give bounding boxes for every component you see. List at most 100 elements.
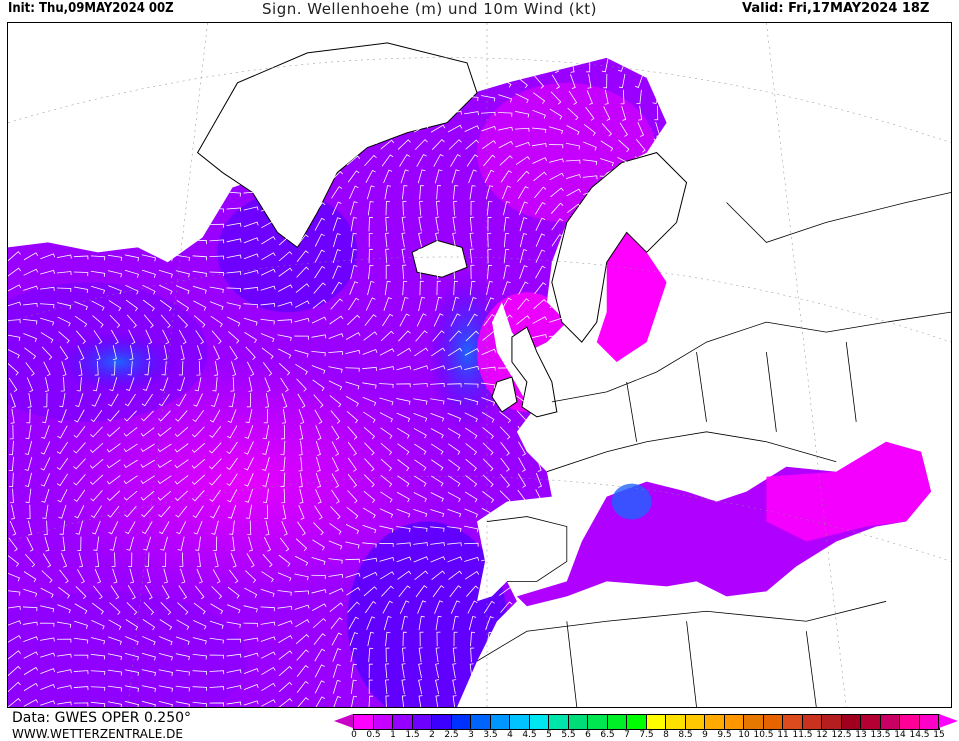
wind-barb: [174, 426, 189, 437]
wind-barb: [129, 345, 134, 360]
wind-barb: [402, 647, 406, 663]
legend-swatch: [646, 715, 666, 729]
wind-barb: [498, 381, 513, 390]
wind-barb: [620, 89, 625, 105]
wind-barb: [396, 526, 411, 533]
wind-barb: [295, 283, 310, 293]
wind-barb: [209, 637, 224, 644]
wind-barb: [226, 669, 242, 674]
wind-barb: [43, 520, 48, 536]
wind-barb: [345, 367, 360, 372]
wind-barb: [180, 568, 186, 584]
wind-barb: [159, 299, 172, 312]
wind-barb: [531, 333, 547, 339]
wind-barb: [95, 345, 101, 361]
wind-barb: [158, 685, 173, 692]
wind-barb: [397, 139, 411, 150]
legend-swatch: [490, 715, 510, 729]
wind-barb: [23, 333, 37, 343]
wind-barb: [452, 185, 459, 200]
wind-barb: [160, 314, 171, 328]
wind-barb: [73, 286, 89, 293]
wind-barb: [245, 346, 256, 360]
wind-barb: [277, 572, 292, 582]
wind-barb: [161, 585, 170, 600]
wind-barb: [56, 669, 72, 674]
wind-barb: [413, 542, 428, 547]
wind-barb: [209, 474, 222, 486]
wind-barb: [363, 490, 376, 504]
wind-barb: [298, 409, 305, 424]
wind-barb: [383, 616, 392, 631]
wind-barb: [108, 521, 119, 535]
wind-barb: [75, 330, 86, 344]
wind-barb: [123, 475, 138, 485]
wind-barb: [297, 393, 306, 409]
wind-barb: [464, 348, 480, 356]
wind-barb: [107, 669, 123, 676]
wind-barb: [112, 345, 117, 361]
wind-barb: [347, 490, 358, 504]
wind-barb: [402, 631, 407, 647]
wind-barb: [40, 457, 51, 471]
wind-barb: [57, 604, 71, 614]
wind-barb: [278, 698, 293, 707]
wind-barb: [447, 124, 463, 133]
wind-barb: [350, 647, 358, 663]
wind-barb: [313, 394, 324, 408]
wind-barb: [213, 345, 221, 361]
wind-barb: [209, 620, 224, 629]
wind-barb: [402, 200, 407, 216]
wind-barb: [379, 383, 394, 388]
wind-barb: [177, 377, 186, 392]
legend-swatch: [763, 715, 783, 729]
wind-barb: [196, 552, 201, 568]
wind-barb: [278, 554, 291, 567]
wind-barb: [8, 267, 22, 277]
wind-barb: [226, 441, 238, 455]
wind-barb: [464, 542, 479, 547]
wind-barb: [192, 255, 207, 261]
wind-barb: [618, 73, 626, 89]
wind-barb: [346, 314, 361, 326]
legend-swatch: [471, 715, 491, 729]
wind-barb: [141, 669, 157, 677]
wind-barb: [109, 314, 121, 328]
wind-barb: [175, 685, 191, 692]
wind-barb: [586, 90, 593, 105]
wind-barb: [141, 506, 154, 518]
wind-barb: [42, 553, 52, 568]
wind-barb: [384, 280, 391, 296]
wind-barb: [397, 459, 410, 471]
wind-barb: [503, 232, 510, 248]
wind-barb: [8, 319, 21, 324]
wind-barb: [398, 330, 411, 342]
wind-barb: [418, 264, 423, 280]
wind-barb: [277, 301, 293, 307]
wind-barb: [313, 186, 326, 198]
wind-barb: [533, 299, 547, 310]
wind-barb: [175, 285, 190, 295]
wind-barb: [397, 570, 412, 580]
wind-barb: [192, 670, 207, 676]
wind-barb: [42, 408, 49, 424]
wind-barb: [57, 489, 68, 503]
wind-barb: [311, 157, 327, 164]
wind-barb: [243, 668, 259, 674]
wind-barb: [312, 171, 327, 181]
wind-barb: [362, 396, 377, 406]
wind-barb: [40, 700, 56, 706]
wind-barb: [515, 156, 530, 165]
wind-barb: [56, 441, 69, 455]
wind-barb: [108, 285, 122, 295]
wind-barb: [295, 300, 310, 308]
wind-barb: [402, 280, 408, 296]
wind-barb: [483, 154, 496, 167]
wind-barb: [126, 536, 135, 551]
wind-barb: [176, 619, 190, 630]
wind-barb: [382, 313, 394, 327]
wind-barb: [347, 457, 357, 472]
wind-barb: [565, 142, 581, 150]
wind-barb: [381, 585, 394, 597]
wind-barb: [141, 269, 156, 278]
